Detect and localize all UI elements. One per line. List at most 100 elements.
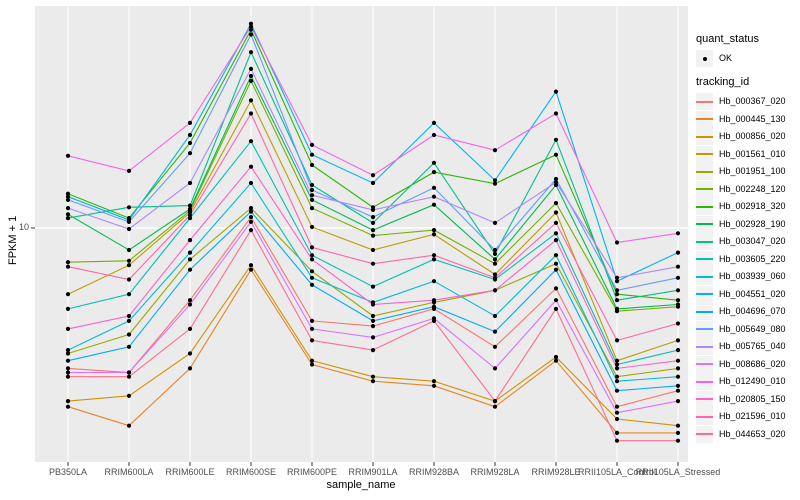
legend-key-Hb_008686_020 [696,355,713,373]
data-point [370,348,376,353]
data-point [65,197,71,202]
data-point [248,50,254,55]
legend-label: Hb_008686_020 [719,358,786,369]
data-point [187,213,193,218]
data-point [309,162,315,168]
legend-key-Hb_005649_080 [696,320,713,338]
data-point [126,263,132,268]
data-point [65,191,71,196]
data-point [248,32,254,37]
data-point [675,358,681,363]
legend-label: Hb_044653_020 [719,428,786,439]
data-point [187,180,193,186]
data-point [614,410,620,415]
data-point [553,238,559,243]
data-point [675,430,681,435]
data-point [553,306,559,311]
legend-line-icon [696,398,713,400]
data-point [65,306,71,311]
data-point [309,282,315,287]
legend-line-icon [696,310,713,313]
data-point [492,344,498,349]
data-point [187,351,193,356]
legend-key-Hb_004696_070 [696,303,713,320]
data-point [431,383,437,388]
data-point [309,275,315,280]
y-axis-title: FPKM + 1 [7,215,19,265]
legend-title-tracking-id: tracking_id [696,76,750,88]
data-point [553,176,559,182]
data-point [675,438,681,443]
data-point [675,298,681,303]
legend-key-Hb_000367_020 [696,93,713,110]
data-point [370,220,376,225]
data-point [309,358,315,363]
legend-key-Hb_003939_060 [696,268,713,285]
data-point [126,393,132,398]
data-point [248,209,254,214]
legend-line-icon [696,153,713,155]
data-point [675,374,681,379]
x-tick-label: RRIM901LA [348,467,398,477]
data-point [309,269,315,274]
data-point [126,332,132,337]
data-point [431,279,437,284]
legend-label: Hb_000856_020 [719,131,786,141]
legend-label: Hb_002918_320 [719,201,786,211]
x-tick-label: RRIM600LE [165,467,215,477]
data-point [187,132,193,138]
legend-key-Hb_004551_020 [696,285,713,303]
data-point [126,423,132,428]
data-point [248,263,254,268]
data-point [431,253,437,258]
data-point [370,302,376,307]
data-point [187,298,193,303]
data-point [675,264,681,269]
data-point [187,302,193,307]
legend-label: Hb_004696_070 [719,306,786,316]
y-tick-label: 10 [18,222,29,232]
legend-label: Hb_005765_040 [719,341,786,351]
legend-line-icon [696,433,713,435]
data-point [309,224,315,230]
data-point [370,313,376,319]
data-point [126,344,132,349]
legend-key-ok [696,50,713,67]
legend-line-icon [696,205,713,208]
legend-line-icon [696,380,713,383]
data-point [248,228,254,233]
data-point [248,215,254,220]
data-point [65,358,71,363]
data-point [675,231,681,236]
data-point [370,247,376,253]
data-point [65,292,71,297]
data-point [614,358,620,363]
data-point [614,292,620,297]
data-point [65,374,71,379]
data-point [553,137,559,142]
data-point [431,318,437,323]
data-point [431,120,437,125]
data-point [431,185,437,190]
data-point [370,318,376,323]
data-point [492,366,498,371]
legend-key-Hb_012490_010 [696,373,713,390]
data-point [614,404,620,409]
data-point [187,267,193,272]
data-point [370,284,376,289]
legend-line-icon [696,100,713,103]
data-point [248,139,254,144]
data-point [492,178,498,183]
data-point [248,164,254,169]
data-point [370,374,376,379]
x-tick-label: RRII105LA_Control [577,467,657,477]
data-point [65,351,71,356]
legend-label: Hb_000367_020 [719,96,786,106]
legend-key-Hb_002248_120 [696,180,713,198]
data-point [492,181,498,186]
data-point [370,324,376,329]
data-point [553,354,559,360]
legend-title-quant-status: quant_status [696,33,759,45]
data-point [370,233,376,238]
data-point [65,216,71,221]
